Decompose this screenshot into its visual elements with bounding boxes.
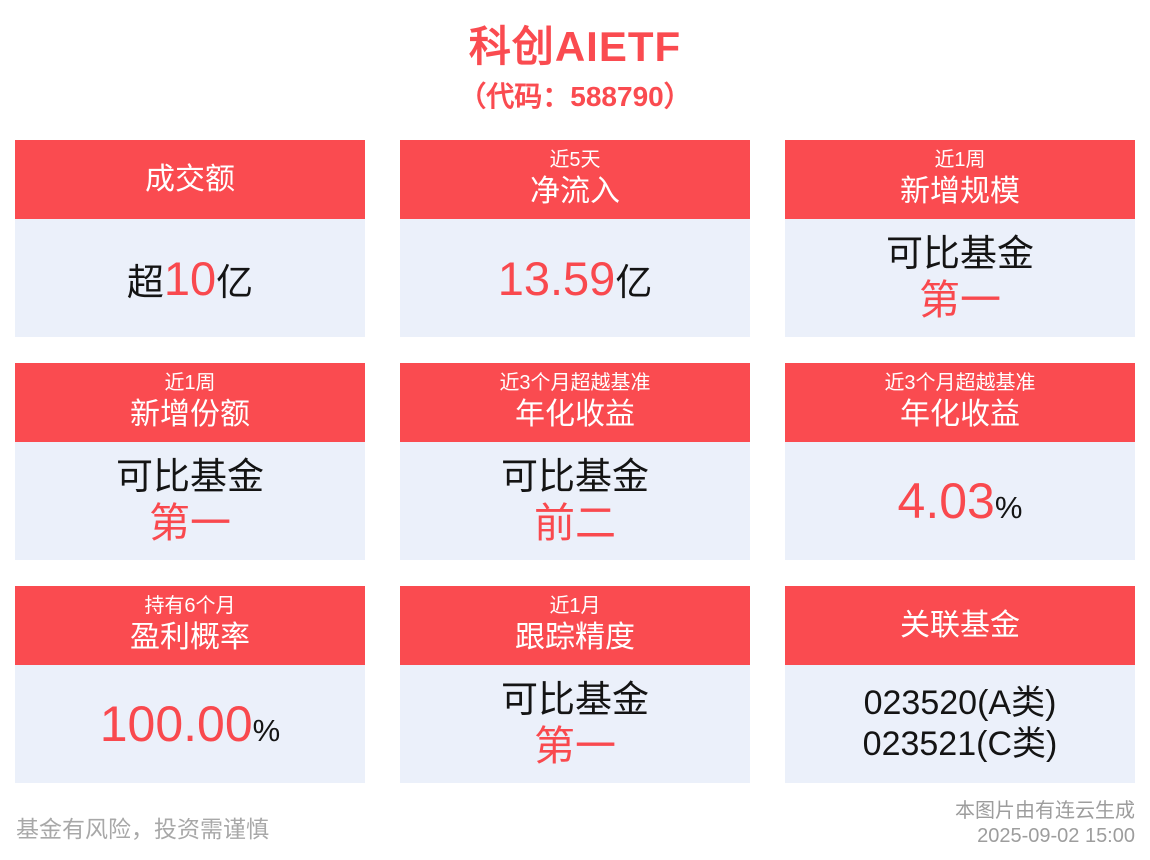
card-header-period: 持有6个月	[144, 594, 236, 617]
card-body: 可比基金 第一	[15, 442, 365, 560]
title-block: 科创AIETF （代码：588790）	[0, 23, 1150, 113]
generation-source: 本图片由有连云生成	[955, 800, 1135, 823]
card-header-period: 近3个月超越基准	[499, 371, 651, 394]
card-header: 近3个月超越基准 年化收益	[785, 363, 1135, 442]
card-header: 关联基金	[785, 586, 1135, 665]
card-header-main: 新增份额	[130, 397, 250, 431]
fund-code-c: 023521(C类)	[862, 725, 1058, 763]
stat-card-profit-probability-6m: 持有6个月 盈利概率 100.00%	[15, 586, 365, 783]
card-header: 近1月 跟踪精度	[400, 586, 750, 665]
card-body: 可比基金 前二	[400, 442, 750, 560]
value-line-rank: 前二	[534, 499, 616, 546]
value-number: 13.59	[497, 251, 616, 305]
value-unit: 亿	[216, 261, 254, 303]
card-header-main: 关联基金	[900, 609, 1020, 642]
value-line-rank: 第一	[534, 722, 616, 769]
stat-card-net-inflow-5d: 近5天 净流入 13.59亿	[400, 140, 750, 337]
value-line-rank: 第一	[149, 499, 231, 546]
value-number: 4.03	[897, 473, 995, 529]
fund-code-subtitle: （代码：588790）	[458, 81, 692, 113]
stat-card-related-funds: 关联基金 023520(A类) 023521(C类)	[785, 586, 1135, 783]
card-body: 100.00%	[15, 665, 365, 783]
card-header-main: 盈利概率	[130, 620, 250, 654]
card-header: 近1周 新增规模	[785, 140, 1135, 219]
value-unit: %	[252, 713, 281, 748]
stat-value: 超10亿	[127, 255, 253, 302]
card-header-main: 成交额	[145, 163, 235, 196]
card-header: 成交额	[15, 140, 365, 219]
generation-timestamp: 2025-09-02 15:00	[977, 824, 1135, 847]
value-line-primary: 可比基金	[501, 679, 649, 721]
card-header-main: 净流入	[530, 174, 620, 208]
value-unit: 亿	[615, 261, 653, 303]
card-header-main: 年化收益	[900, 397, 1020, 431]
card-body: 4.03%	[785, 442, 1135, 560]
stat-value: 4.03%	[898, 476, 1023, 526]
card-body: 13.59亿	[400, 219, 750, 337]
value-number: 100.00	[99, 696, 253, 752]
value-line-primary: 可比基金	[116, 456, 264, 498]
card-header: 近1周 新增份额	[15, 363, 365, 442]
card-header: 近3个月超越基准 年化收益	[400, 363, 750, 442]
card-header-main: 年化收益	[515, 397, 635, 431]
value-line-primary: 可比基金	[886, 233, 1034, 275]
card-header-period: 近1月	[549, 594, 601, 617]
card-header-period: 近1周	[934, 148, 986, 171]
card-header-period: 近5天	[549, 148, 601, 171]
fund-code-a: 023520(A类)	[863, 684, 1057, 723]
stat-card-tracking-precision-1m: 近1月 跟踪精度 可比基金 第一	[400, 586, 750, 783]
card-header-period: 近3个月超越基准	[884, 371, 1036, 394]
stat-card-excess-return-rank-3m: 近3个月超越基准 年化收益 可比基金 前二	[400, 363, 750, 560]
card-header-period: 近1周	[164, 371, 216, 394]
stat-value: 100.00%	[100, 699, 281, 749]
page-title: 科创AIETF	[468, 23, 682, 70]
risk-disclaimer: 基金有风险，投资需谨慎	[16, 816, 269, 842]
card-body: 可比基金 第一	[785, 219, 1135, 337]
card-header-main: 跟踪精度	[515, 620, 635, 654]
card-header: 持有6个月 盈利概率	[15, 586, 365, 665]
stat-card-new-scale-1w: 近1周 新增规模 可比基金 第一	[785, 140, 1135, 337]
stats-grid: 成交额 超10亿 近5天 净流入 13.59亿 近1周 新增规模 可比基金 第一…	[15, 140, 1135, 783]
card-header: 近5天 净流入	[400, 140, 750, 219]
value-line-primary: 可比基金	[501, 456, 649, 498]
value-unit: %	[994, 490, 1023, 525]
value-number: 10	[163, 251, 217, 305]
stat-card-excess-return-value-3m: 近3个月超越基准 年化收益 4.03%	[785, 363, 1135, 560]
stat-card-turnover: 成交额 超10亿	[15, 140, 365, 337]
card-body: 023520(A类) 023521(C类)	[785, 665, 1135, 783]
stat-card-new-shares-1w: 近1周 新增份额 可比基金 第一	[15, 363, 365, 560]
generation-info: 本图片由有连云生成 2025-09-02 15:00	[955, 799, 1135, 848]
value-prefix: 超	[126, 261, 164, 303]
card-header-main: 新增规模	[900, 174, 1020, 208]
card-body: 超10亿	[15, 219, 365, 337]
card-body: 可比基金 第一	[400, 665, 750, 783]
value-line-rank: 第一	[919, 276, 1001, 323]
stat-value: 13.59亿	[498, 255, 653, 302]
